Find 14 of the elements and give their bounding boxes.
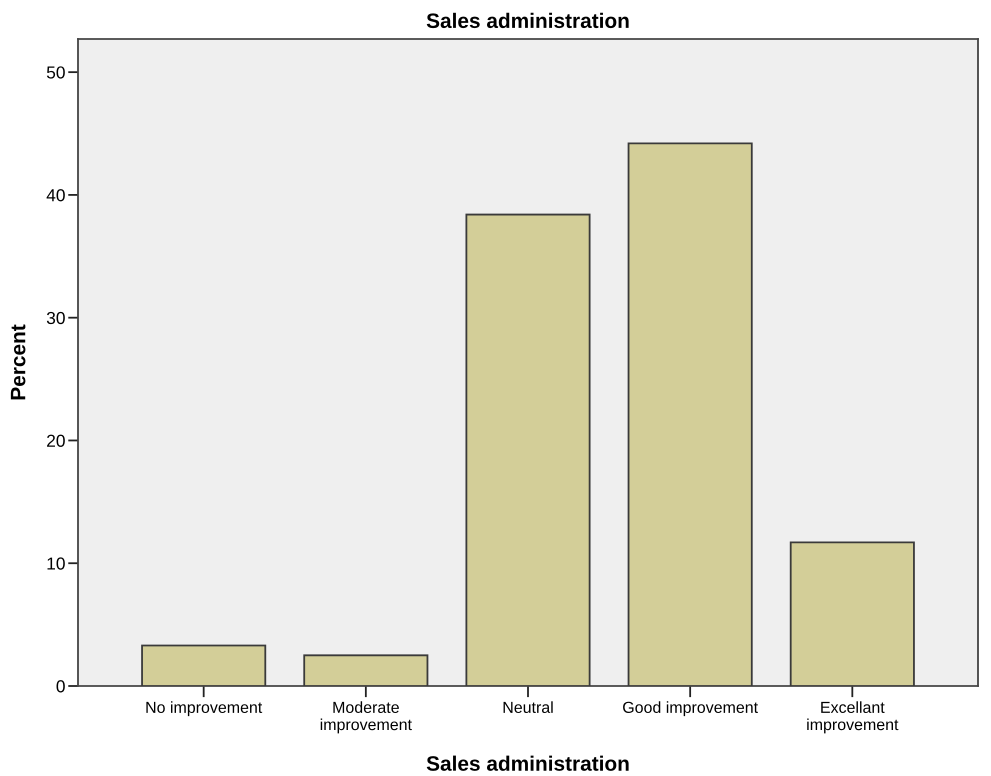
y-tick-label: 40 xyxy=(46,189,65,202)
y-tick-label: 10 xyxy=(48,557,65,570)
y-tick-label: 30 xyxy=(46,312,65,324)
y-tick-label: 20 xyxy=(47,434,65,447)
x-tick-label: Good improvement xyxy=(623,701,758,716)
x-axis-title: Sales administration xyxy=(426,756,629,771)
y-axis-title: Percent xyxy=(10,324,26,400)
x-tick-label: Moderate improvement xyxy=(320,701,412,734)
x-tick-label: Neutral xyxy=(504,701,553,714)
x-tick-label: Excellant improvement xyxy=(807,701,898,734)
y-tick-label: 0 xyxy=(56,680,65,692)
y-tick-label: 50 xyxy=(46,66,65,79)
x-tick-label: No improvement xyxy=(146,701,262,716)
chart-title: Sales administration xyxy=(426,12,629,28)
